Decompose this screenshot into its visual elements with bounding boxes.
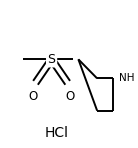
Text: O: O	[66, 90, 75, 103]
Text: O: O	[28, 90, 37, 103]
Text: NH: NH	[119, 73, 134, 83]
Text: S: S	[48, 53, 56, 66]
Text: HCl: HCl	[45, 126, 69, 140]
